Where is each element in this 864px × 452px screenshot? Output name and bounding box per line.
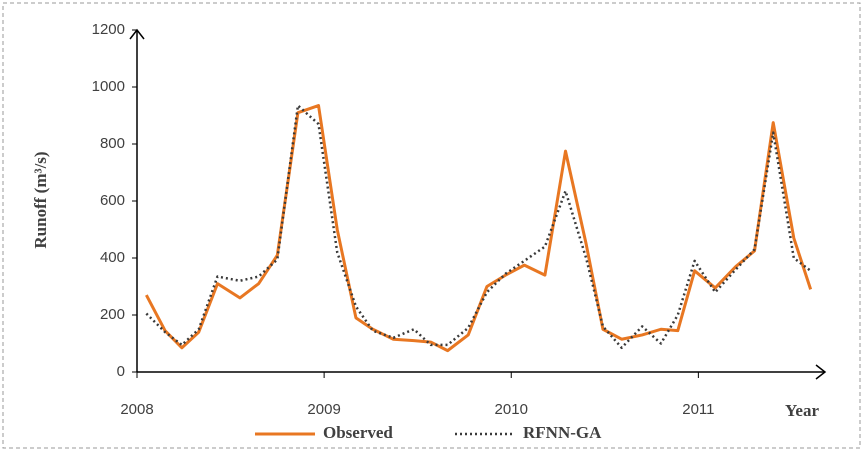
y-tick-label: 0 [117, 363, 125, 380]
x-tick-label: 2008 [120, 401, 153, 418]
x-axis-label: Year [785, 401, 819, 420]
x-tick-label: 2011 [682, 401, 714, 418]
legend-label: Observed [323, 423, 393, 442]
legend-label: RFNN-GA [523, 423, 602, 442]
y-tick-label: 1200 [92, 21, 125, 38]
x-tick-label: 2010 [495, 401, 528, 418]
x-tick-label: 2009 [307, 401, 340, 418]
y-tick-label: 600 [100, 192, 125, 209]
series-line [145, 104, 812, 350]
y-tick-label: 1000 [92, 78, 125, 95]
series-line [145, 104, 813, 353]
y-axis-label: Runoff (m³/s) [31, 151, 50, 248]
x-arrow [815, 364, 827, 380]
y-tick-label: 400 [100, 249, 125, 266]
y-tick-label: 800 [100, 135, 125, 152]
y-tick-label: 200 [100, 306, 125, 323]
